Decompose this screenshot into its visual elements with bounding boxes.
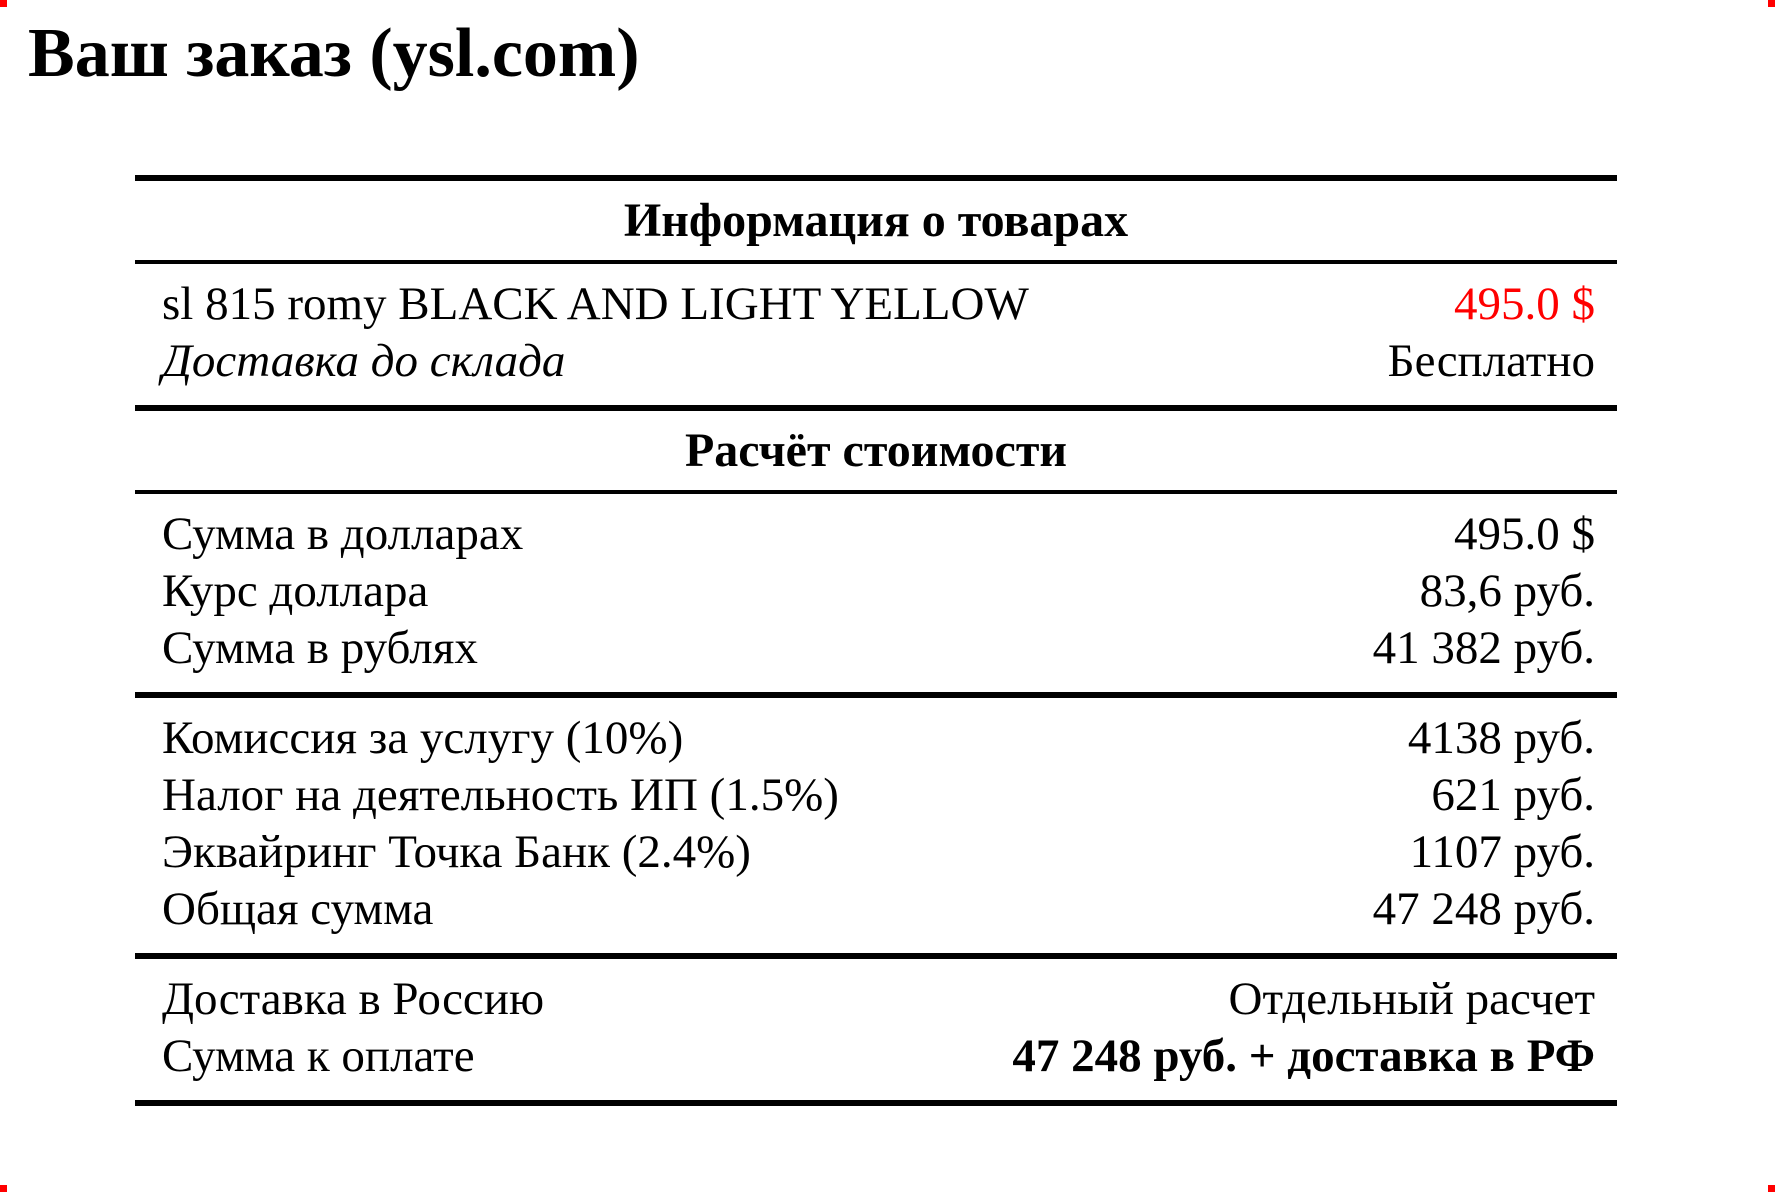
- row-label: Комиссия за услугу (10%): [162, 712, 684, 764]
- table-row: Комиссия за услугу (10%) 4138 руб.: [135, 710, 1617, 767]
- table-row: Доставка до склада Бесплатно: [135, 333, 1617, 390]
- row-label: Эквайринг Точка Банк (2.4%): [162, 826, 751, 878]
- table-row: Курс доллара 83,6 руб.: [135, 563, 1617, 620]
- section-header: Информация о товарах: [623, 194, 1129, 247]
- row-label: Доставка в Россию: [162, 973, 545, 1025]
- section-header: Расчёт стоимости: [684, 424, 1068, 477]
- table-row: Общая сумма 47 248 руб.: [135, 881, 1617, 938]
- table-rule: [135, 405, 1617, 411]
- order-table: Информация о товарах sl 815 romy BLACK AN…: [135, 175, 1617, 1106]
- table-row: Сумма в долларах 495.0 $: [135, 506, 1617, 563]
- row-group: Комиссия за услугу (10%) 4138 руб. Налог н…: [135, 698, 1617, 953]
- row-label: Общая сумма: [162, 883, 434, 935]
- corner-marker: [0, 1185, 7, 1192]
- table-rule: [135, 692, 1617, 698]
- table-rule: [135, 260, 1617, 264]
- row-group: Сумма в долларах 495.0 $ Курс доллара 83,6 …: [135, 494, 1617, 692]
- row-label: Налог на деятельность ИП (1.5%): [162, 769, 839, 821]
- table-row: Сумма в рублях 41 382 руб.: [135, 620, 1617, 677]
- row-value: 495.0 $: [1454, 508, 1595, 560]
- table-rule: [135, 1100, 1617, 1106]
- table-row: Доставка в Россию Отдельный расчет: [135, 971, 1617, 1028]
- corner-marker: [1768, 1185, 1775, 1192]
- row-group: Доставка в Россию Отдельный расчет Сумма к…: [135, 959, 1617, 1100]
- row-value: 1107 руб.: [1409, 826, 1595, 878]
- table-rule: [135, 953, 1617, 959]
- table-row: Сумма к оплате 47 248 руб. + доставка в Р…: [135, 1028, 1617, 1085]
- row-label: Сумма в рублях: [162, 622, 478, 674]
- row-value: 83,6 руб.: [1419, 565, 1595, 617]
- corner-marker: [0, 0, 7, 7]
- row-value: Отдельный расчет: [1228, 973, 1595, 1025]
- corner-marker: [1768, 0, 1775, 7]
- row-value: 4138 руб.: [1407, 712, 1595, 764]
- row-value: 47 248 руб.: [1372, 883, 1595, 935]
- row-label: Сумма к оплате: [162, 1030, 475, 1082]
- row-label: sl 815 romy BLACK AND LIGHT YELLOW: [162, 278, 1029, 330]
- row-group: sl 815 romy BLACK AND LIGHT YELLOW 495.0 …: [135, 264, 1617, 405]
- row-value: Бесплатно: [1387, 335, 1595, 387]
- table-row: Налог на деятельность ИП (1.5%) 621 руб.: [135, 767, 1617, 824]
- page-title: Ваш заказ (ysl.com): [28, 15, 640, 92]
- row-label: Доставка до склада: [162, 335, 566, 387]
- row-label: Сумма в долларах: [162, 508, 524, 560]
- row-value: 47 248 руб. + доставка в РФ: [1012, 1030, 1595, 1082]
- row-value: 495.0 $: [1454, 278, 1595, 330]
- row-value: 41 382 руб.: [1372, 622, 1595, 674]
- table-rule: [135, 175, 1617, 181]
- row-label: Курс доллара: [162, 565, 429, 617]
- table-row: sl 815 romy BLACK AND LIGHT YELLOW 495.0 …: [135, 276, 1617, 333]
- table-rule: [135, 490, 1617, 494]
- row-value: 621 руб.: [1431, 769, 1595, 821]
- table-row: Эквайринг Точка Банк (2.4%) 1107 руб.: [135, 824, 1617, 881]
